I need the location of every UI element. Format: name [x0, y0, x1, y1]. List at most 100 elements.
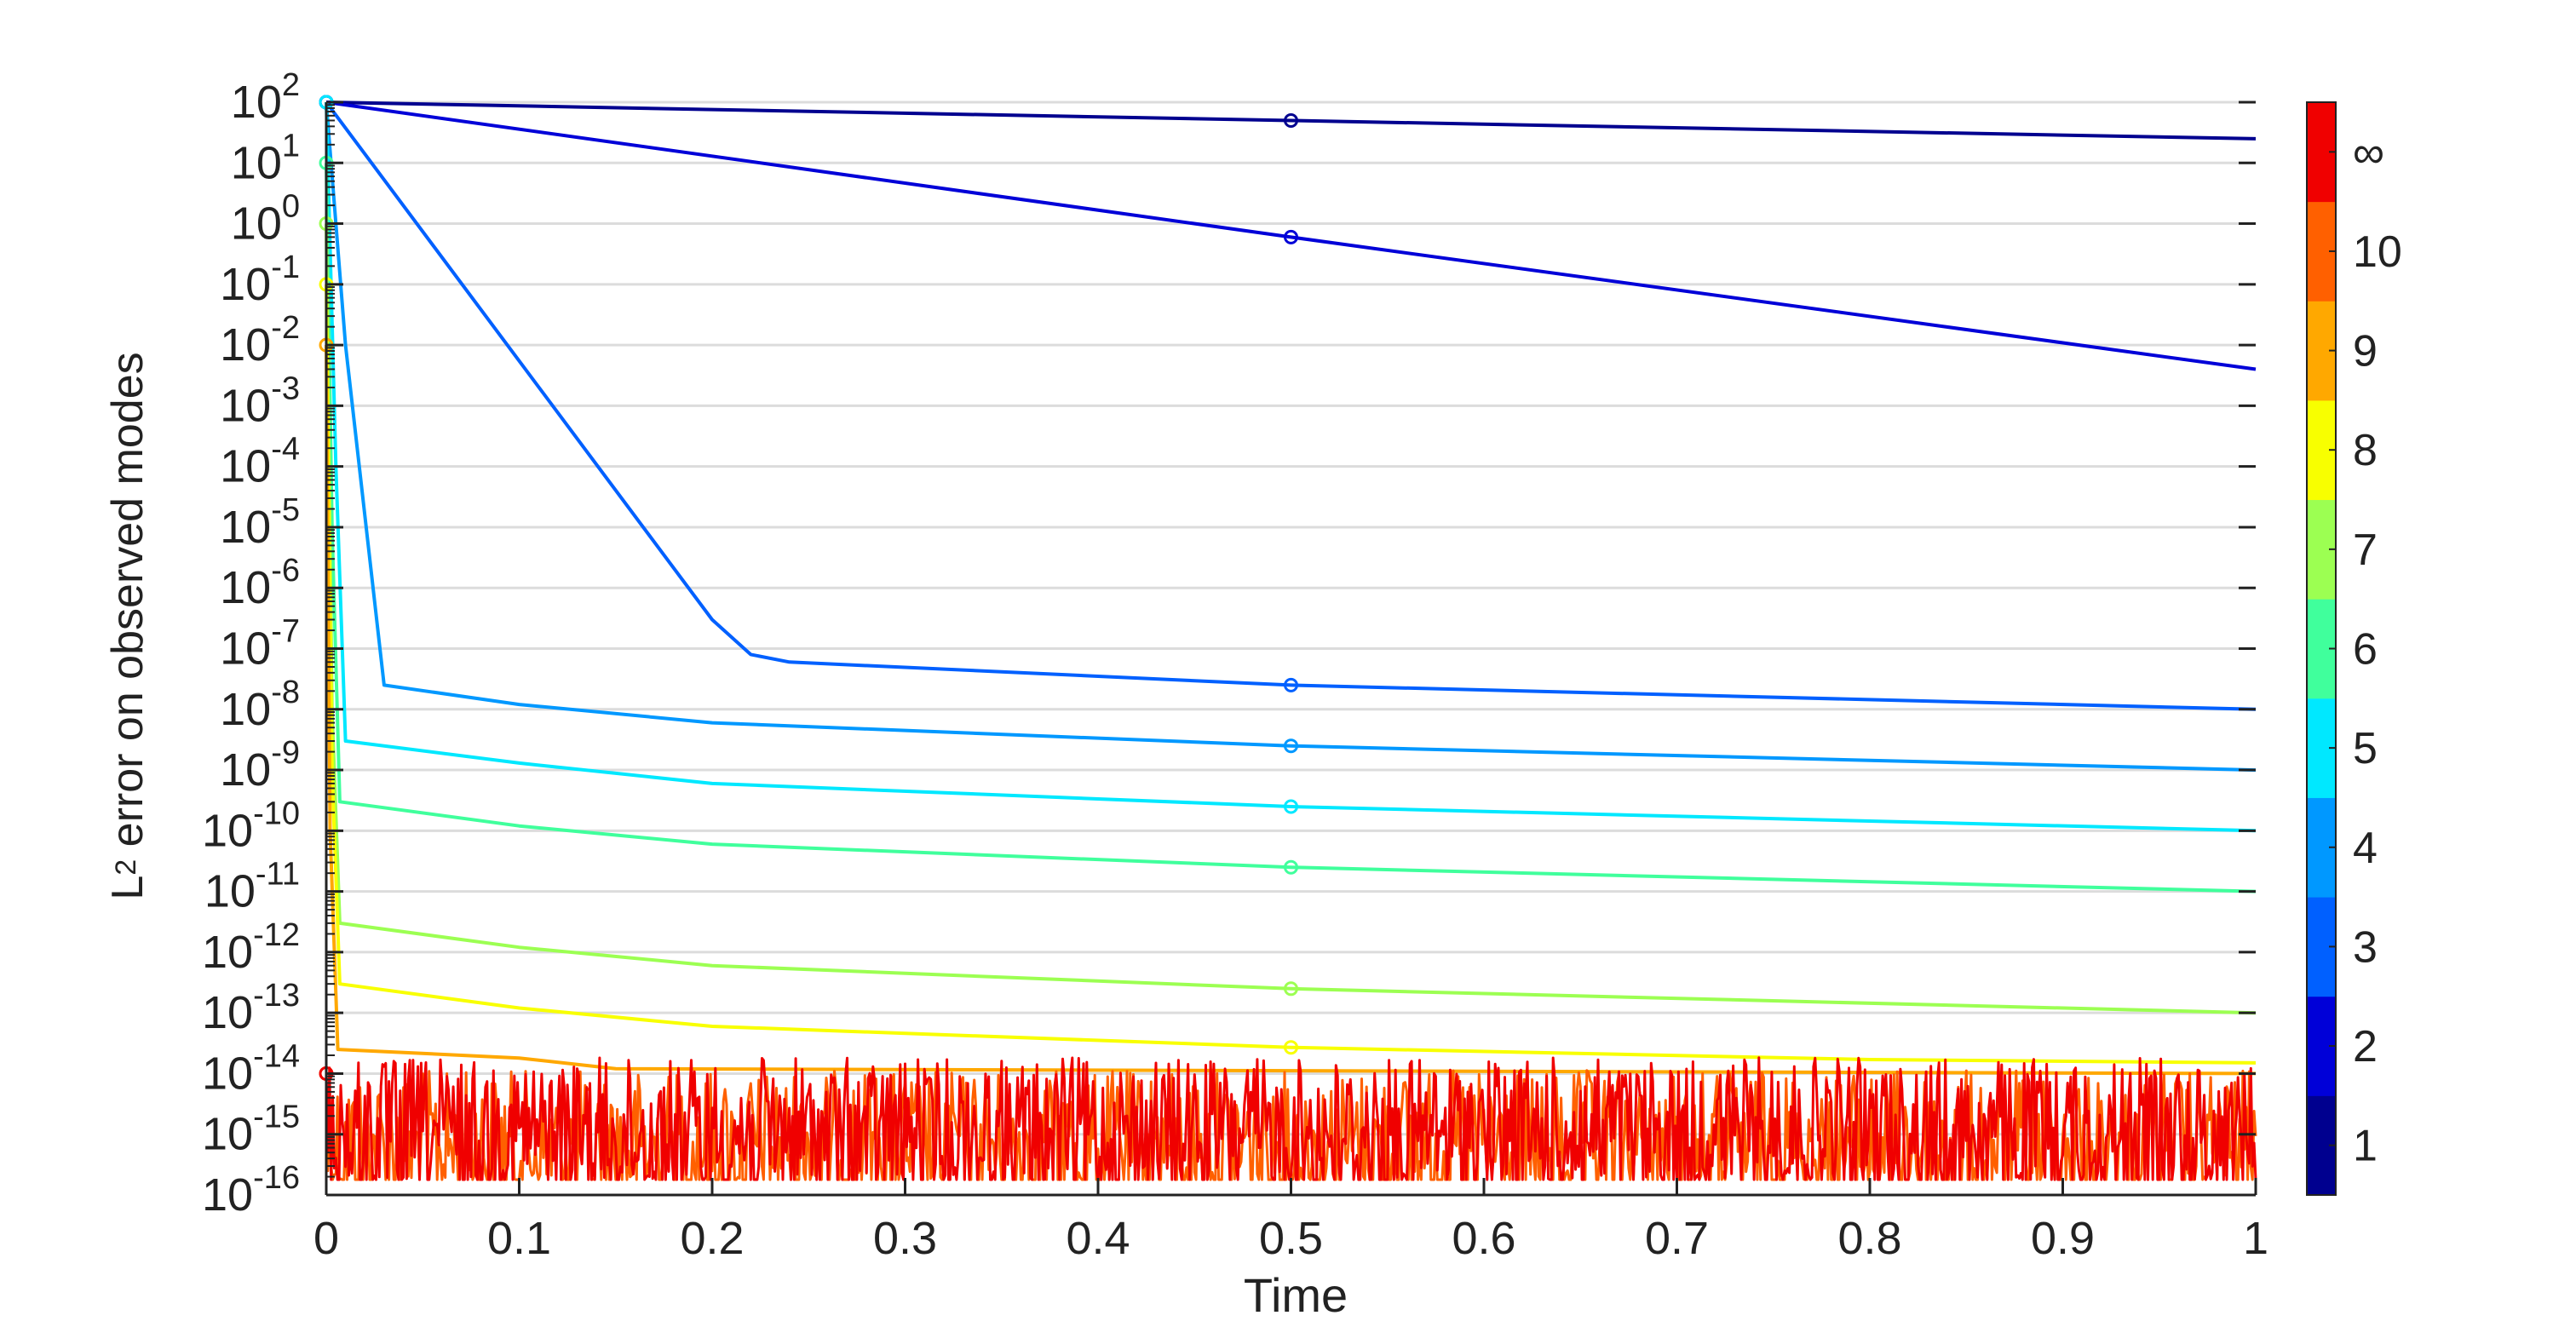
- x-tick-label: 0.8: [1837, 1213, 1901, 1264]
- x-tick-label: 0.6: [1452, 1213, 1515, 1264]
- y-tick-base: 10: [220, 319, 271, 371]
- x-tick-label: 1: [2243, 1213, 2268, 1264]
- y-tick-label: 102: [231, 67, 300, 128]
- y-tick-label: 10-15: [202, 1100, 300, 1160]
- y-tick-base: 10: [231, 198, 282, 250]
- y-tick-label: 10-11: [204, 857, 300, 917]
- series-line: [325, 223, 2257, 1015]
- y-tick-exponent: -6: [271, 553, 300, 589]
- series-line: [325, 101, 2257, 711]
- series-line: [325, 101, 2257, 773]
- y-tick-label: 100: [231, 189, 300, 250]
- y-tick-base: 10: [202, 927, 253, 978]
- series-marker: [1284, 1040, 1298, 1055]
- series-marker: [1284, 981, 1298, 997]
- colorbar: 1 2 3 4 5 6 7 8 9 10 ∞: [2306, 101, 2402, 1196]
- series-marker: [1284, 229, 1298, 244]
- y-tick-exponent: -1: [271, 250, 300, 285]
- y-tick-label: 10-10: [202, 796, 300, 856]
- colorbar-label: 1: [2353, 1122, 2378, 1171]
- colorbar-label: 4: [2353, 824, 2378, 873]
- y-tick-exponent: -7: [271, 614, 300, 650]
- y-tick-label: 10-13: [202, 978, 300, 1038]
- y-tick-base: 10: [220, 380, 271, 431]
- y-tick-label: 10-8: [220, 675, 300, 735]
- x-tick-label: 0: [313, 1213, 339, 1264]
- y-tick-base: 10: [231, 77, 282, 128]
- colorbar-label: ∞: [2353, 128, 2384, 177]
- y-tick-exponent: -8: [271, 675, 300, 710]
- colorbar-label: 5: [2353, 724, 2378, 773]
- series-lines: [319, 95, 2257, 1181]
- series-line: [325, 1056, 2257, 1181]
- y-tick-labels: 10210110010-110-210-310-410-510-610-710-…: [202, 67, 300, 1221]
- y-tick-exponent: -9: [271, 735, 300, 771]
- series-line: [325, 284, 2257, 1065]
- series-line: [325, 345, 2257, 1076]
- y-tick-label: 10-4: [220, 432, 300, 492]
- x-axis-label: Time: [1243, 1268, 1348, 1322]
- y-tick-base: 10: [202, 805, 253, 856]
- y-axis-label-base: L: [103, 875, 152, 900]
- y-tick-base: 10: [202, 1048, 253, 1099]
- y-tick-label: 10-9: [220, 735, 300, 796]
- y-tick-label: 10-1: [220, 250, 300, 310]
- y-tick-label: 10-16: [202, 1160, 300, 1221]
- x-tick-label: 0.2: [680, 1213, 744, 1264]
- series-marker: [1284, 112, 1298, 128]
- series-marker: [1284, 799, 1298, 814]
- y-tick-base: 10: [202, 1109, 253, 1160]
- y-tick-label: 10-7: [220, 614, 300, 675]
- axes: [325, 101, 2257, 1197]
- y-tick-base: 10: [220, 744, 271, 796]
- series-marker: [1284, 859, 1298, 875]
- y-tick-base: 10: [220, 259, 271, 310]
- y-tick-exponent: 0: [282, 189, 300, 225]
- y-tick-label: 10-3: [220, 371, 300, 431]
- y-tick-label: 10-12: [202, 917, 300, 978]
- colorbar-label: 2: [2353, 1022, 2378, 1071]
- x-tick-label: 0.7: [1645, 1213, 1709, 1264]
- colorbar-label: 3: [2353, 922, 2378, 972]
- series-marker: [1284, 677, 1298, 692]
- y-tick-label: 10-6: [220, 553, 300, 613]
- y-tick-exponent: -12: [253, 917, 300, 953]
- y-axis-label: L2 error on observed modes: [102, 352, 153, 899]
- y-tick-base: 10: [202, 1169, 253, 1221]
- y-tick-exponent: 2: [282, 67, 300, 103]
- y-tick-base: 10: [202, 987, 253, 1038]
- x-tick-label: 0.1: [487, 1213, 551, 1264]
- x-tick-label: 0.9: [2031, 1213, 2095, 1264]
- y-tick-exponent: -2: [271, 310, 300, 346]
- colorbar-label: 6: [2353, 625, 2378, 675]
- colorbar-label: 10: [2353, 227, 2402, 277]
- series-line: [325, 101, 2257, 141]
- y-tick-label: 10-14: [202, 1038, 300, 1099]
- gridlines: [326, 101, 2256, 1197]
- y-axis-label-superscript: 2: [110, 859, 142, 876]
- y-tick-label: 101: [231, 128, 300, 188]
- x-tick-labels: 0 0.1 0.2 0.3 0.4 0.5 0.6 0.7 0.8 0.9 1: [313, 1213, 2268, 1264]
- y-tick-exponent: -15: [253, 1100, 300, 1135]
- y-tick-base: 10: [204, 866, 256, 917]
- y-tick-label: 10-5: [220, 492, 300, 553]
- y-tick-exponent: -14: [253, 1038, 300, 1074]
- y-tick-base: 10: [220, 502, 271, 553]
- y-tick-exponent: 1: [282, 128, 300, 164]
- y-tick-exponent: -16: [253, 1160, 300, 1196]
- colorbar-label: 8: [2353, 426, 2378, 475]
- x-tick-label: 0.3: [873, 1213, 937, 1264]
- y-axis-label-text: error on observed modes: [103, 352, 152, 859]
- y-tick-base: 10: [220, 562, 271, 613]
- y-tick-exponent: -3: [271, 371, 300, 406]
- y-tick-base: 10: [231, 137, 282, 188]
- x-tick-label: 0.5: [1259, 1213, 1323, 1264]
- y-tick-exponent: -4: [271, 432, 300, 468]
- colorbar-label: 7: [2353, 526, 2378, 575]
- y-tick-base: 10: [220, 623, 271, 675]
- y-tick-exponent: -13: [253, 978, 300, 1014]
- x-tick-label: 0.4: [1066, 1213, 1130, 1264]
- y-tick-exponent: -10: [253, 796, 300, 831]
- y-tick-label: 10-2: [220, 310, 300, 371]
